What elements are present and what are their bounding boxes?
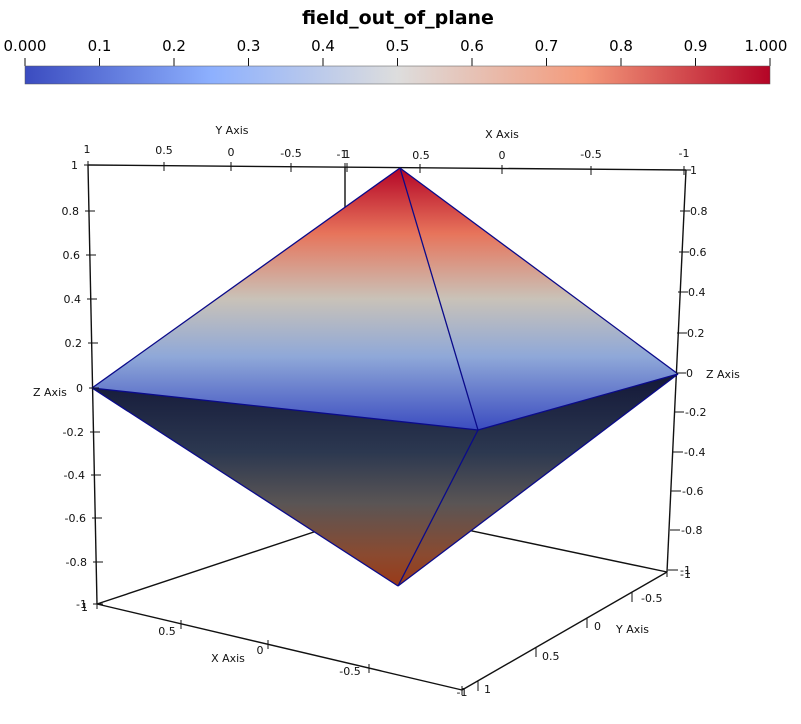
x-tick-label: -0.5 <box>339 665 360 678</box>
z-tick-label: -0.2 <box>685 406 706 419</box>
z-tick-label: -1 <box>76 598 87 611</box>
y-tick-label: 0 <box>228 146 235 159</box>
lower-left-face <box>92 388 478 586</box>
y-tick-label: 1 <box>84 143 91 156</box>
x-tick-label: -1 <box>679 147 690 160</box>
colorbar-tick-label: 0.8 <box>609 37 633 55</box>
z-tick-label: 0.2 <box>65 337 83 350</box>
z-tick-label: 0.4 <box>64 293 82 306</box>
colorbar-tick-label: 0.3 <box>237 37 261 55</box>
octahedron-mesh <box>91 167 679 587</box>
y-tick-label: 1 <box>484 683 491 696</box>
x-tick-label: 1 <box>81 601 88 614</box>
colorbar-tick-label: 0.4 <box>311 37 335 55</box>
z-tick-label: -0.4 <box>684 446 705 459</box>
x-tick-label: -0.5 <box>580 148 601 161</box>
upper-right-face <box>400 168 678 430</box>
z-tick-label: 0 <box>76 382 83 395</box>
axes-box <box>87 164 687 691</box>
colorbar-title: field_out_of_plane <box>302 7 494 29</box>
z-tick-label: -0.6 <box>65 512 86 525</box>
z-tick-label: 0.2 <box>687 327 705 340</box>
z-axis-right: 1 0.8 0.6 0.4 0.2 0 -0.2 -0.4 -0.6 -0.8 … <box>668 164 740 577</box>
x-axis-title-top: X Axis <box>485 128 519 141</box>
colorbar-tick-label: 0.5 <box>386 37 410 55</box>
y-tick-label: -1 <box>680 568 691 581</box>
z-tick-label: 1 <box>71 159 78 172</box>
colorbar-tick-label: 0.6 <box>460 37 484 55</box>
x-tick-label: -1 <box>457 686 468 699</box>
x-axis-bottom: 1 0.5 0 -0.5 -1 X Axis <box>81 600 467 699</box>
y-axis-bottom: -1 -0.5 0 0.5 1 Y Axis <box>477 567 691 696</box>
colorbar-gradient <box>24 65 771 85</box>
x-tick-label: 1 <box>344 148 351 161</box>
x-axis-title-bottom: X Axis <box>211 652 245 665</box>
z-tick-label: 1 <box>690 164 697 177</box>
y-tick-label: -0.5 <box>641 592 662 605</box>
z-tick-label: -0.4 <box>64 469 85 482</box>
z-tick-label: 0.8 <box>62 205 80 218</box>
y-tick-label: 0.5 <box>155 144 173 157</box>
z-axis-left: 1 0.8 0.6 0.4 0.2 0 -0.2 -0.4 -0.6 -0.8 … <box>33 159 103 611</box>
colorbar-tick-labels: 0.000 0.1 0.2 0.3 0.4 0.5 0.6 0.7 0.8 0.… <box>4 37 788 55</box>
colorbar-tick-marks <box>24 58 771 66</box>
colorbar-tick-label: 0.9 <box>684 37 708 55</box>
colorbar-tick-label: 0.1 <box>88 37 112 55</box>
x-tick-label: 0.5 <box>412 149 430 162</box>
y-axis-title-top: Y Axis <box>214 124 248 137</box>
z-tick-label: 0.8 <box>690 205 708 218</box>
z-tick-label: -0.6 <box>682 485 703 498</box>
y-axis-top: 1 0.5 0 -0.5 -1 Y Axis <box>84 124 348 172</box>
y-tick-label: -1 <box>337 148 348 161</box>
z-tick-label: -0.8 <box>66 556 87 569</box>
colorbar-tick-label: 0.000 <box>4 37 47 55</box>
upper-left-face <box>92 168 478 430</box>
z-tick-label: -1 <box>680 564 691 577</box>
z-axis-title-right: Z Axis <box>706 368 740 381</box>
x-tick-label: 0.5 <box>158 625 176 638</box>
z-axis-title-left: Z Axis <box>33 386 67 399</box>
z-tick-label: -0.2 <box>63 426 84 439</box>
y-axis-title-bottom: Y Axis <box>615 623 649 636</box>
x-tick-label: 0 <box>499 149 506 162</box>
colorbar: field_out_of_plane 0.000 0.1 0.2 0.3 0.4… <box>4 7 788 85</box>
colorbar-tick-label: 1.000 <box>745 37 788 55</box>
y-tick-label: 0.5 <box>542 650 560 663</box>
colorbar-tick-label: 0.2 <box>162 37 186 55</box>
z-tick-label: 0.4 <box>688 286 706 299</box>
z-tick-label: 0.6 <box>63 249 81 262</box>
y-tick-label: 0 <box>594 620 601 633</box>
y-tick-label: -0.5 <box>280 147 301 160</box>
x-tick-label: 0 <box>257 644 264 657</box>
x-axis-top: 1 0.5 0 -0.5 -1 X Axis <box>344 128 690 175</box>
z-tick-label: 0 <box>686 367 693 380</box>
z-tick-label: 0.6 <box>689 246 707 259</box>
z-tick-label: -0.8 <box>681 524 702 537</box>
mesh-edges <box>91 167 679 587</box>
colorbar-tick-label: 0.7 <box>535 37 559 55</box>
